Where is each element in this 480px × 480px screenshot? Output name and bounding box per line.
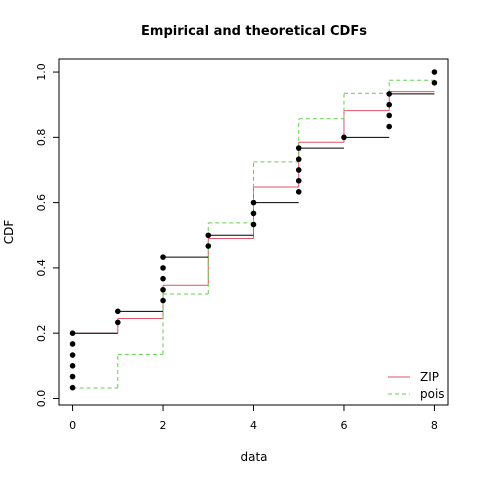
empirical-point-0-2 [69, 363, 76, 369]
x-tick-label-1: 2 [160, 419, 167, 432]
empirical-point-4-0 [250, 221, 257, 228]
empirical-point-7-2 [386, 101, 392, 108]
empirical-point-7-3 [386, 91, 392, 97]
empirical-point-1-1 [115, 308, 121, 315]
empirical-series [69, 69, 438, 391]
empirical-point-5-0 [295, 189, 302, 195]
empirical-point-7-0 [386, 123, 392, 130]
y-tick-label-4: 0.8 [35, 129, 48, 147]
empirical-point-8-1 [431, 69, 438, 75]
y-tick-label-2: 0.4 [35, 259, 48, 277]
empirical-point-2-2 [160, 275, 166, 282]
x-tick-label-4: 8 [431, 419, 438, 432]
empirical-point-1-0 [115, 319, 121, 326]
empirical-point-0-1 [69, 373, 76, 380]
y-tick-label-3: 0.6 [35, 194, 48, 212]
y-tick-label-1: 0.2 [35, 324, 48, 342]
empirical-point-0-4 [69, 341, 76, 347]
empirical-point-2-4 [160, 254, 166, 260]
empirical-point-0-5 [69, 330, 76, 336]
empirical-point-0-0 [69, 384, 76, 391]
empirical-point-2-1 [160, 286, 166, 293]
chart-title: Empirical and theoretical CDFs [141, 24, 367, 39]
empirical-point-5-2 [295, 167, 302, 173]
empirical-point-0-3 [69, 352, 76, 358]
y-axis-label: CDF [2, 220, 16, 245]
legend-label-pois: pois [420, 387, 445, 401]
empirical-point-3-1 [205, 232, 212, 239]
legend-label-zip: ZIP [420, 370, 439, 384]
y-tick-label-5: 1.0 [35, 63, 48, 81]
legend: ZIP pois [388, 370, 445, 401]
y-tick-label-0: 0.0 [35, 390, 48, 408]
empirical-point-7-1 [386, 112, 392, 119]
empirical-point-4-1 [250, 210, 257, 217]
empirical-point-2-0 [160, 297, 166, 304]
empirical-point-5-4 [295, 145, 302, 151]
x-tick-label-3: 6 [340, 419, 347, 432]
empirical-point-5-3 [295, 156, 302, 163]
x-tick-label-0: 0 [69, 419, 76, 432]
empirical-point-6-0 [341, 134, 347, 141]
empirical-point-8-0 [431, 80, 438, 86]
empirical-point-3-0 [205, 243, 212, 249]
axes: 0 2 4 6 8 0.0 0.2 0.4 0.6 0.8 1.0 [35, 63, 438, 432]
empirical-point-4-2 [250, 199, 257, 206]
empirical-point-5-1 [295, 177, 302, 184]
plot-content [69, 69, 438, 391]
x-axis-label: data [240, 450, 267, 464]
x-tick-label-2: 4 [250, 419, 257, 432]
empirical-point-2-3 [160, 265, 166, 271]
